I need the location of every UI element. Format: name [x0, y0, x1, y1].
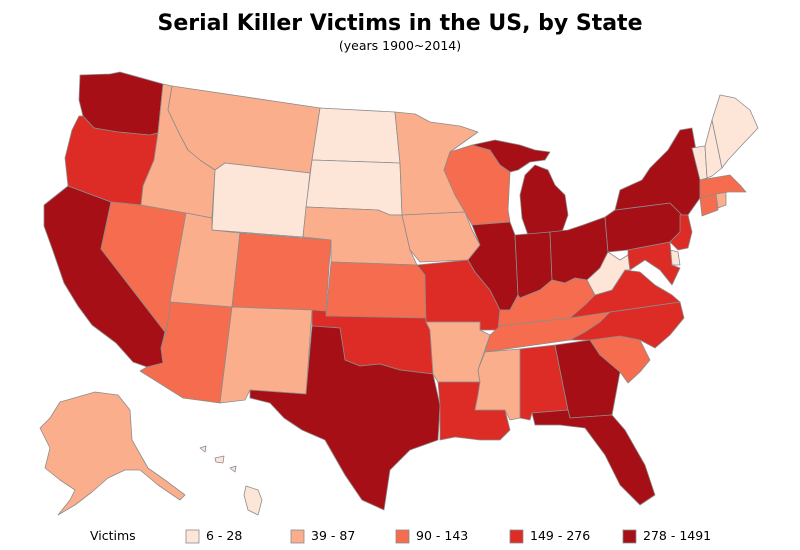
legend-swatch-0	[185, 529, 200, 544]
legend: Victims 6 - 28 39 - 87 90 - 143 149 - 27…	[90, 528, 711, 544]
state-NC[interactable]	[569, 301, 685, 349]
state-SD[interactable]	[305, 159, 403, 216]
map-subtitle: (years 1900~2014)	[339, 38, 461, 53]
state-CO[interactable]	[231, 232, 332, 312]
state-WI[interactable]	[443, 144, 511, 226]
state-ME[interactable]	[711, 94, 759, 169]
legend-swatch-3	[509, 529, 524, 544]
state-NE[interactable]	[302, 206, 418, 266]
legend-bin-label-2: 90 - 143	[416, 528, 468, 543]
legend-label: Victims	[90, 528, 136, 543]
state-IA[interactable]	[401, 211, 481, 263]
state-VA[interactable]	[569, 269, 681, 319]
state-TX[interactable]	[249, 325, 441, 511]
legend-swatch-2	[395, 529, 410, 544]
legend-swatch-1	[290, 529, 305, 544]
state-NM[interactable]	[219, 306, 313, 404]
state-FL[interactable]	[531, 409, 656, 506]
state-RI[interactable]	[715, 191, 727, 209]
state-MI[interactable]	[471, 139, 569, 236]
state-NJ[interactable]	[669, 214, 693, 251]
state-NY[interactable]	[614, 127, 701, 216]
state-MS[interactable]	[474, 348, 521, 421]
state-MA[interactable]	[699, 174, 747, 199]
state-AK[interactable]	[39, 391, 186, 516]
state-WY[interactable]	[211, 162, 311, 238]
state-ND[interactable]	[311, 107, 401, 164]
state-KS[interactable]	[325, 261, 427, 319]
legend-bin-label-4: 278 - 1491	[643, 528, 711, 543]
map-title: Serial Killer Victims in the US, by Stat…	[158, 11, 643, 36]
legend-swatch-4	[622, 529, 637, 544]
state-HI[interactable]	[199, 445, 263, 516]
state-MD[interactable]	[627, 241, 681, 286]
states-layer	[39, 71, 759, 516]
legend-bin-label-1: 39 - 87	[311, 528, 355, 543]
legend-bin-label-0: 6 - 28	[206, 528, 242, 543]
state-NH[interactable]	[704, 119, 723, 179]
legend-bin-label-3: 149 - 276	[530, 528, 590, 543]
